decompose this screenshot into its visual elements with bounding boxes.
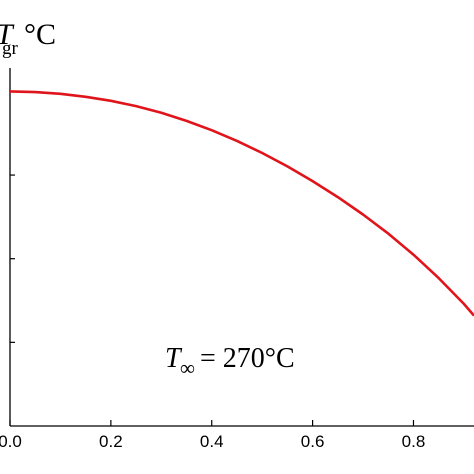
series-layer (9, 90, 474, 317)
y-axis-label-subscript: gr (2, 38, 19, 59)
x-tick-label: 0.6 (301, 432, 325, 451)
annotation: T ∞ = 270°C (165, 343, 295, 380)
x-tick-label: 0.4 (200, 432, 224, 451)
y-axis-label-unit: °C (24, 18, 56, 51)
annotation-subscript: ∞ (180, 356, 195, 380)
y-axis-label-symbol: T (0, 18, 15, 51)
x-ticks: 0.0 0.2 0.4 0.6 0.8 (0, 420, 425, 451)
x-tick-label: 0.0 (0, 432, 22, 451)
annotation-symbol: T (165, 343, 183, 374)
annotation-text: = 270°C (200, 343, 295, 374)
x-tick-label: 0.2 (99, 432, 123, 451)
series-line-0 (9, 90, 474, 317)
y-ticks (10, 90, 15, 343)
x-tick-label: 0.8 (402, 432, 426, 451)
